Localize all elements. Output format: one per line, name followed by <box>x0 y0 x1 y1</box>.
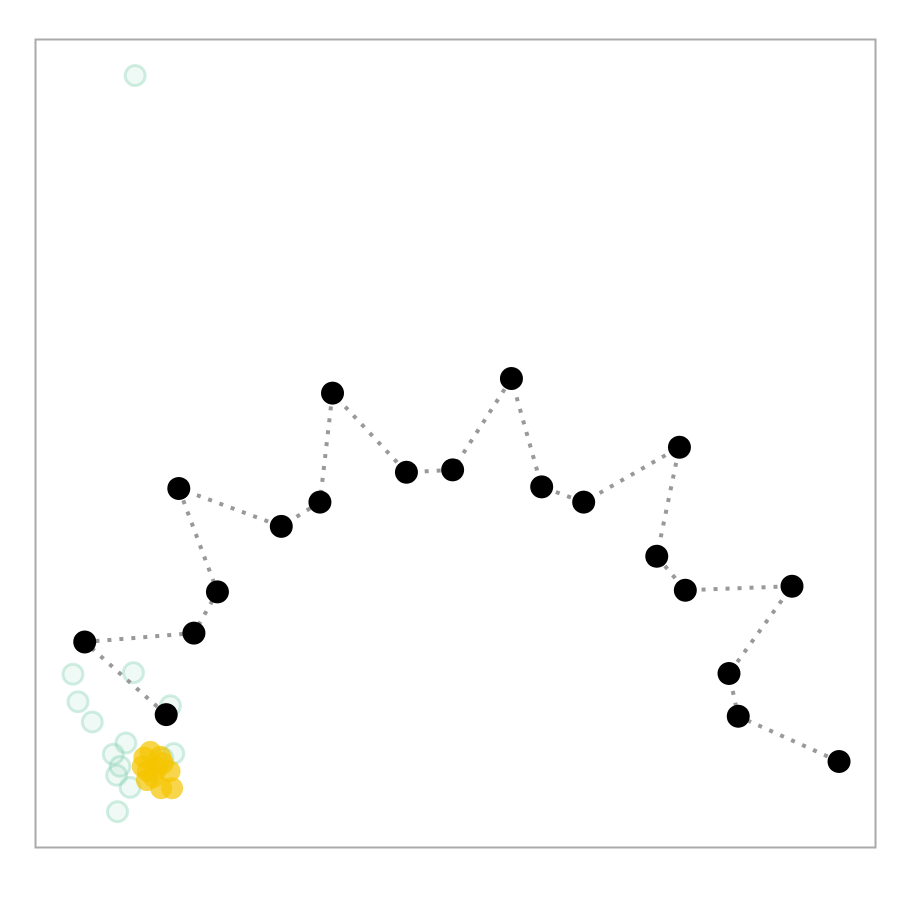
path-point-9 <box>441 458 465 482</box>
path-point-14 <box>645 544 669 568</box>
teal-cloud-point-0 <box>123 64 147 88</box>
path-point-13 <box>667 435 691 459</box>
path-point-7 <box>321 381 345 405</box>
path-point-17 <box>717 661 741 685</box>
path-point-16 <box>780 574 804 598</box>
path-point-1 <box>73 630 97 654</box>
yellow-cluster-point-11 <box>133 746 156 769</box>
path-point-12 <box>572 490 596 514</box>
teal-cloud-point-2 <box>121 661 145 685</box>
path-point-15 <box>673 578 697 602</box>
path-point-3 <box>205 580 229 604</box>
yellow-cluster-point-8 <box>161 777 184 800</box>
teal-cloud-point-4 <box>80 710 104 734</box>
path-point-6 <box>308 490 332 514</box>
path-point-2 <box>182 621 206 645</box>
yellow-cluster-point-10 <box>151 752 174 775</box>
path-point-10 <box>499 367 523 391</box>
teal-cloud-point-1 <box>61 662 85 686</box>
teal-cloud-point-12 <box>108 754 132 778</box>
path-point-8 <box>394 460 418 484</box>
path-point-19 <box>827 750 851 774</box>
path-points-layer <box>73 367 851 774</box>
path-point-11 <box>530 475 554 499</box>
path-point-4 <box>167 476 191 500</box>
teal-cloud-point-8 <box>105 763 129 787</box>
teal-cloud-point-6 <box>114 731 138 755</box>
path-point-0 <box>154 703 178 727</box>
path-point-18 <box>726 704 750 728</box>
plot-frame <box>34 38 877 849</box>
teal-cloud-layer <box>61 64 186 824</box>
path-point-5 <box>269 514 293 538</box>
teal-cloud-point-10 <box>105 800 129 824</box>
path-dotted-line <box>79 373 840 764</box>
teal-cloud-point-3 <box>66 690 90 714</box>
teal-cloud-point-7 <box>101 742 125 766</box>
yellow-cluster-layer <box>131 740 184 800</box>
